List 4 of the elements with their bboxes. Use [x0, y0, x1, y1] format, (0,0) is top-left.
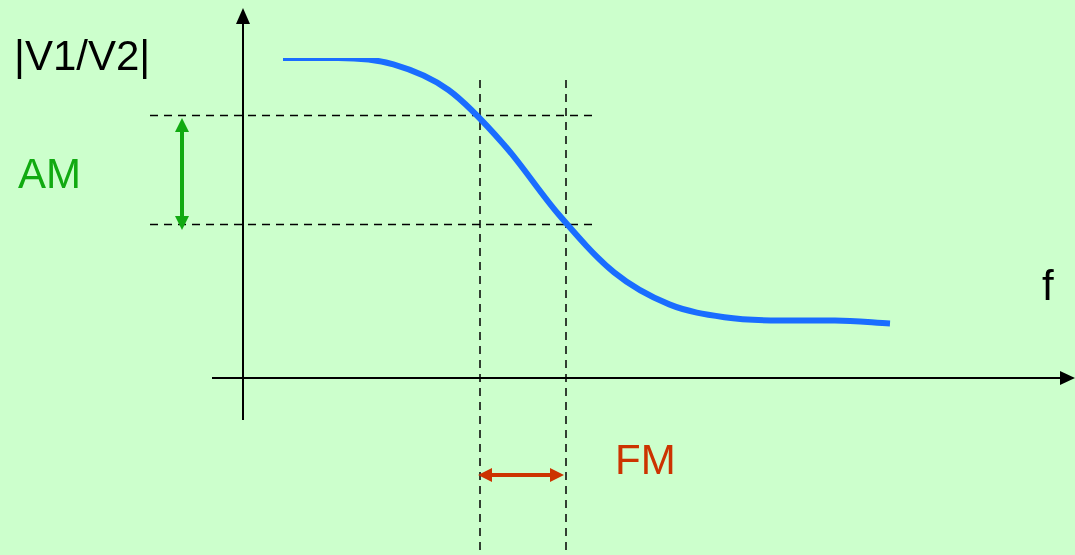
x-axis-title: f [1042, 262, 1054, 310]
y-axis-title: |V1/V2| [14, 32, 151, 80]
text: FM [615, 436, 676, 484]
text: AM [18, 150, 81, 198]
